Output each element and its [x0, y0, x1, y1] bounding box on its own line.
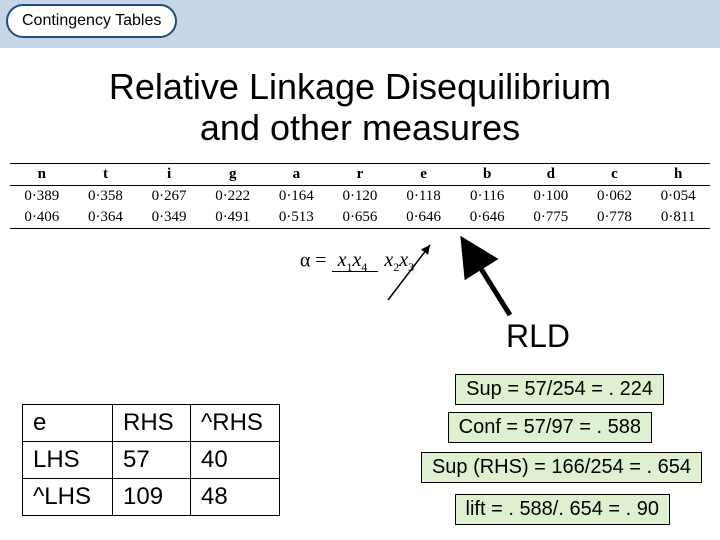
cell: 0·054 — [646, 185, 710, 207]
cell: 40 — [191, 442, 280, 479]
table-row: ^LHS 109 48 — [23, 479, 280, 516]
header-band: Contingency Tables — [0, 0, 720, 48]
alpha-table-wrap: n t i g a r e b d c h 0·389 0·358 0·267 … — [0, 163, 720, 229]
cell: 0·646 — [392, 207, 456, 229]
col-h: e — [392, 163, 456, 185]
cell: ^RHS — [191, 405, 280, 442]
cell: 0·062 — [583, 185, 647, 207]
cell: 0·513 — [265, 207, 329, 229]
title-line-1: Relative Linkage Disequilibrium — [109, 66, 611, 107]
cell: e — [23, 405, 113, 442]
metric-sup-rhs: Sup (RHS) = 166/254 = . 654 — [421, 452, 702, 483]
cell: 109 — [113, 479, 191, 516]
cell: 0·100 — [519, 185, 583, 207]
rld-label: RLD — [506, 318, 570, 355]
cell: 0·811 — [646, 207, 710, 229]
col-h: b — [455, 163, 519, 185]
col-h: c — [583, 163, 647, 185]
cell: 0·646 — [455, 207, 519, 229]
metric-sup: Sup = 57/254 = . 224 — [455, 374, 664, 405]
cell: 0·358 — [74, 185, 138, 207]
cell: 0·406 — [10, 207, 74, 229]
cell: 0·222 — [201, 185, 265, 207]
col-h: n — [10, 163, 74, 185]
page-title: Relative Linkage Disequilibrium and othe… — [0, 66, 720, 149]
col-h: d — [519, 163, 583, 185]
alpha-row-1: 0·389 0·358 0·267 0·222 0·164 0·120 0·11… — [10, 185, 710, 207]
cell: 0·120 — [328, 185, 392, 207]
metric-lift: lift = . 588/. 654 = . 90 — [455, 494, 670, 525]
alpha-formula: α = x1x4 x2x3 — [0, 249, 720, 275]
cell: 57 — [113, 442, 191, 479]
metric-conf: Conf = 57/97 = . 588 — [448, 412, 652, 443]
table-row: e RHS ^RHS — [23, 405, 280, 442]
col-h: g — [201, 163, 265, 185]
cell: 0·389 — [10, 185, 74, 207]
var: x — [399, 249, 408, 271]
cell: 0·118 — [392, 185, 456, 207]
col-h: i — [137, 163, 201, 185]
cell: 0·775 — [519, 207, 583, 229]
col-h: a — [265, 163, 329, 185]
sub: 4 — [361, 260, 367, 274]
contingency-table: e RHS ^RHS LHS 57 40 ^LHS 109 48 — [22, 404, 280, 516]
cell: 0·164 — [265, 185, 329, 207]
cell: 0·267 — [137, 185, 201, 207]
fraction: x1x4 x2x3 — [332, 249, 421, 275]
cell: 48 — [191, 479, 280, 516]
cell: ^LHS — [23, 479, 113, 516]
table-row: LHS 57 40 — [23, 442, 280, 479]
alpha-header-row: n t i g a r e b d c h — [10, 163, 710, 185]
denominator: x2x3 — [378, 249, 420, 271]
cell: 0·778 — [583, 207, 647, 229]
col-h: t — [74, 163, 138, 185]
cell: 0·116 — [455, 185, 519, 207]
section-capsule: Contingency Tables — [6, 4, 177, 38]
formula-lhs: α = — [300, 249, 327, 271]
col-h: r — [328, 163, 392, 185]
cell: LHS — [23, 442, 113, 479]
col-h: h — [646, 163, 710, 185]
cell: 0·349 — [137, 207, 201, 229]
cell: 0·364 — [74, 207, 138, 229]
alpha-table: n t i g a r e b d c h 0·389 0·358 0·267 … — [10, 163, 710, 229]
numerator: x1x4 — [332, 249, 379, 272]
cell: RHS — [113, 405, 191, 442]
cell: 0·656 — [328, 207, 392, 229]
alpha-row-2: 0·406 0·364 0·349 0·491 0·513 0·656 0·64… — [10, 207, 710, 229]
sub: 3 — [408, 260, 414, 274]
cell: 0·491 — [201, 207, 265, 229]
title-line-2: and other measures — [200, 107, 520, 148]
var: x — [384, 249, 393, 271]
